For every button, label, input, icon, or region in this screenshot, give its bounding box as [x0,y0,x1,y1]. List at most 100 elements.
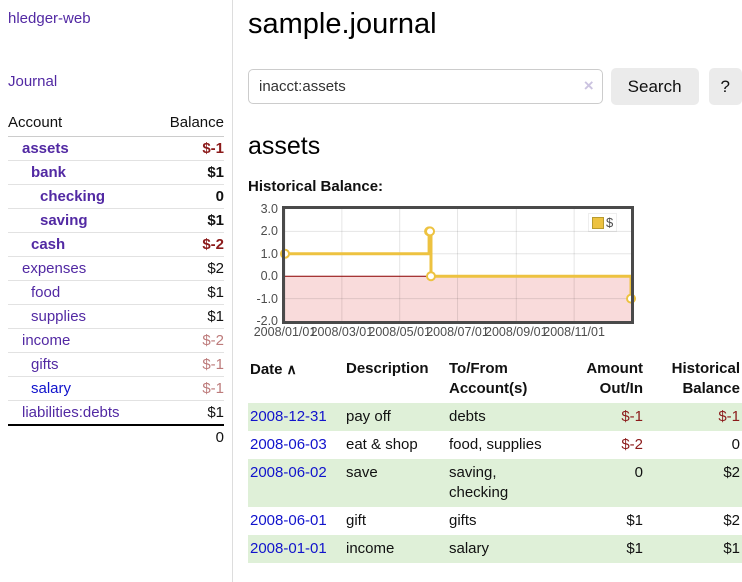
y-axis-tick: 2.0 [260,224,278,239]
y-axis-tick: -2.0 [256,314,278,328]
account-balance: $-2 [153,328,224,353]
transaction-balance: $-1 [718,408,740,425]
account-balance: $1 [153,160,224,185]
account-link-assets[interactable]: assets [22,140,69,157]
account-balance: 0 [153,184,224,209]
transaction-date-link[interactable]: 2008-06-03 [250,436,327,453]
register-header-description: Description [346,360,429,377]
account-link-saving[interactable]: saving [40,212,88,229]
account-row: liabilities:debts $1 [8,400,224,426]
y-axis-tick: 3.0 [260,202,278,216]
accounts-total-row: 0 [8,424,224,449]
account-row: saving $1 [8,208,224,233]
x-axis-tick: 2008/11/01 [543,325,605,339]
transaction-description: eat & shop [346,436,418,453]
x-axis-tick: 2008/09/01 [485,325,548,339]
account-row: bank $1 [8,160,224,185]
search-box: × [248,69,603,104]
balance-chart: $ 3.0 2.0 1.0 0.0 -1.0 -2.0 2008/01/01 2008/03/… [248,202,742,343]
transaction-accounts: saving, checking [449,464,509,501]
account-row: cash $-2 [8,232,224,257]
transaction-accounts: food, supplies [449,436,542,453]
register-row: 2008-06-02 save saving, checking 0 $2 [248,459,742,507]
transaction-amount: $1 [626,540,643,557]
account-title: assets [248,132,321,160]
register-row: 2008-12-31 pay off debts $-1 $-1 [248,403,742,431]
legend-label: $ [606,215,614,230]
transaction-accounts: gifts [449,512,477,529]
account-link-salary[interactable]: salary [31,380,72,397]
chart-title: Historical Balance: [248,178,384,195]
y-axis-tick: 1.0 [260,246,278,261]
account-balance: $-1 [153,376,224,401]
transaction-description: income [346,540,395,557]
legend-swatch-icon [592,216,604,229]
register-header-accounts: To/From Account(s) [449,360,528,397]
page-title: sample.journal [248,8,437,40]
account-link-cash[interactable]: cash [31,236,66,253]
account-link-liabilities-debts[interactable]: liabilities:debts [22,404,120,421]
account-balance: $1 [153,400,224,426]
transaction-accounts: salary [449,540,490,557]
account-link-gifts[interactable]: gifts [31,356,59,373]
account-balance: $2 [153,256,224,281]
transaction-description: gift [346,512,367,529]
brand-link[interactable]: hledger-web [8,10,91,27]
accounts-total-balance: 0 [153,424,224,449]
transaction-amount: 0 [634,464,643,481]
transaction-balance: $2 [723,512,740,529]
nav-journal-link[interactable]: Journal [8,73,58,90]
account-balance: $-1 [153,352,224,377]
accounts-header-row: Account Balance [8,111,224,137]
account-row: supplies $1 [8,304,224,329]
register-header-row: Date ∧ Description To/From Account(s) Amo… [248,355,742,403]
search-form: × Search ? [248,68,742,105]
accounts-table: Account Balance assets $-1 bank $1 checking 0… [8,111,224,449]
sort-asc-icon: ∧ [286,361,297,377]
transaction-accounts: debts [449,408,486,425]
register-row: 2008-06-01 gift gifts $1 $2 [248,507,742,535]
transaction-date-link[interactable]: 2008-01-01 [250,540,327,557]
clear-search-icon[interactable]: × [583,76,594,95]
register-header-date[interactable]: Date ∧ [250,361,297,378]
account-row: income $-2 [8,328,224,353]
register-header-amount: Amount Out/In [586,360,643,397]
account-link-bank[interactable]: bank [31,164,67,181]
register-table: Date ∧ Description To/From Account(s) Amo… [248,355,742,563]
transaction-balance: $2 [723,464,740,481]
account-balance: $1 [153,208,224,233]
transaction-amount: $-2 [621,436,643,453]
transaction-amount: $-1 [621,408,643,425]
accounts-header-account: Account [8,111,154,137]
account-balance: $-1 [153,136,224,161]
transaction-date-link[interactable]: 2008-06-02 [250,464,327,481]
x-axis-tick: 2008/05/01 [368,325,431,339]
chart-legend: $ [588,213,618,232]
accounts-header-balance: Balance [153,111,224,137]
account-row: expenses $2 [8,256,224,281]
account-balance: $1 [153,304,224,329]
register-row: 2008-06-03 eat & shop food, supplies $-2 0 [248,431,742,459]
account-balance: $-2 [153,232,224,257]
account-row: checking 0 [8,184,224,209]
chart-canvas [280,206,636,324]
transaction-balance: $1 [723,540,740,557]
account-link-checking[interactable]: checking [40,188,106,205]
transaction-description: pay off [346,408,391,425]
account-balance: $1 [153,280,224,305]
transaction-date-link[interactable]: 2008-12-31 [250,408,327,425]
account-link-food[interactable]: food [31,284,61,301]
account-row: food $1 [8,280,224,305]
sidebar: hledger-web Journal Account Balance asse… [0,0,233,582]
account-link-expenses[interactable]: expenses [22,260,87,277]
transaction-amount: $1 [626,512,643,529]
help-button[interactable]: ? [708,68,742,105]
search-button[interactable]: Search [610,68,699,105]
account-row: salary $-1 [8,376,224,401]
account-link-income[interactable]: income [22,332,71,349]
y-axis-tick: 0.0 [260,269,278,284]
account-link-supplies[interactable]: supplies [31,308,87,325]
transaction-balance: 0 [731,436,740,453]
search-input[interactable] [248,69,603,104]
transaction-date-link[interactable]: 2008-06-01 [250,512,327,529]
